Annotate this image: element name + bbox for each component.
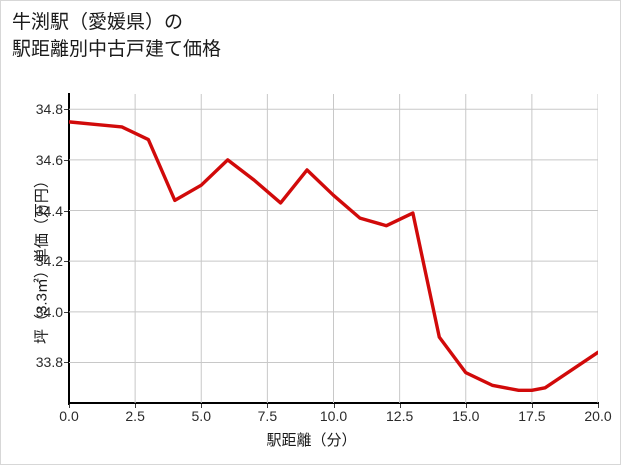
data-line bbox=[69, 120, 598, 393]
gridlines bbox=[69, 94, 598, 403]
x-tick-mark bbox=[598, 404, 599, 408]
x-tick-mark bbox=[333, 404, 335, 408]
x-axis-label: 駅距離（分） bbox=[266, 432, 357, 449]
y-tick-mark bbox=[64, 210, 68, 212]
chart-title: 牛渕駅（愛媛県）の 駅距離別中古戸建て価格 bbox=[12, 12, 222, 60]
x-tick-label: 10.0 bbox=[319, 408, 348, 424]
y-tick-label: 34.2 bbox=[35, 253, 63, 270]
x-tick-label: 15.0 bbox=[452, 408, 480, 424]
y-tick-mark bbox=[64, 311, 68, 313]
y-tick-label: 33.8 bbox=[35, 354, 63, 371]
y-axis-spine bbox=[68, 93, 70, 405]
x-tick-mark bbox=[69, 404, 70, 408]
x-tick-mark bbox=[531, 404, 533, 408]
x-tick-mark bbox=[201, 404, 203, 408]
x-tick-label: 5.0 bbox=[191, 408, 211, 424]
y-axis-label-wrap: 坪（3.3㎡）単価（万円） bbox=[1, 1, 51, 344]
y-axis-label: 坪（3.3㎡）単価（万円） bbox=[33, 173, 51, 344]
x-tick-label: 20.0 bbox=[584, 408, 612, 424]
line-series bbox=[69, 120, 598, 393]
x-tick-mark bbox=[465, 404, 467, 408]
x-axis-spine bbox=[68, 402, 599, 404]
y-tick-label: 34.8 bbox=[35, 101, 63, 118]
y-tick-mark bbox=[64, 109, 68, 111]
y-tick-mark bbox=[64, 362, 68, 364]
x-tick-label: 17.5 bbox=[518, 408, 546, 424]
y-tick-label: 34.4 bbox=[35, 202, 63, 219]
y-tick-mark bbox=[64, 261, 68, 263]
x-tick-label: 7.5 bbox=[257, 408, 278, 424]
y-tick-label: 34.6 bbox=[35, 151, 63, 168]
x-tick-mark bbox=[399, 404, 401, 408]
y-tick-mark bbox=[64, 159, 68, 161]
x-tick-label: 12.5 bbox=[386, 408, 414, 424]
x-tick-label: 0.0 bbox=[59, 408, 79, 424]
plot-area bbox=[69, 94, 598, 403]
x-tick-mark bbox=[267, 404, 269, 408]
x-tick-mark bbox=[135, 404, 137, 408]
x-tick-label: 2.5 bbox=[125, 408, 145, 424]
y-tick-label: 34.0 bbox=[35, 303, 63, 320]
